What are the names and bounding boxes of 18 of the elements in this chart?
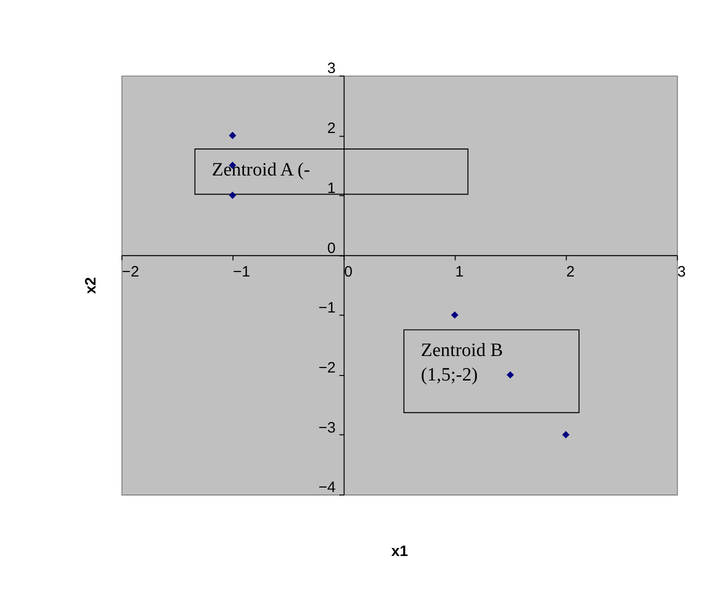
y-tick-label: 0: [327, 240, 336, 257]
x-tick-label: −2: [122, 263, 140, 280]
y-tick-label: 3: [327, 60, 336, 78]
y-tick-label: −2: [318, 360, 336, 376]
annotation: Zentroid B (1,5;-2): [420, 340, 503, 386]
x-tick-label: 3: [677, 263, 686, 280]
x-axis-title: x1: [391, 543, 408, 560]
annotation: Zentroid A (-: [212, 159, 310, 180]
y-tick-label: −1: [318, 300, 336, 317]
y-tick-label: −3: [318, 419, 336, 436]
x-tick-label: 1: [455, 263, 464, 280]
y-tick-label: 2: [327, 120, 336, 138]
x-tick-label: 2: [566, 263, 575, 280]
y-tick-label: 1: [327, 180, 336, 197]
x-tick-label: 0: [344, 263, 352, 280]
y-tick-label: −4: [318, 479, 336, 496]
y-axis-title: x2: [82, 277, 100, 294]
x-tick-label: −1: [233, 263, 250, 280]
